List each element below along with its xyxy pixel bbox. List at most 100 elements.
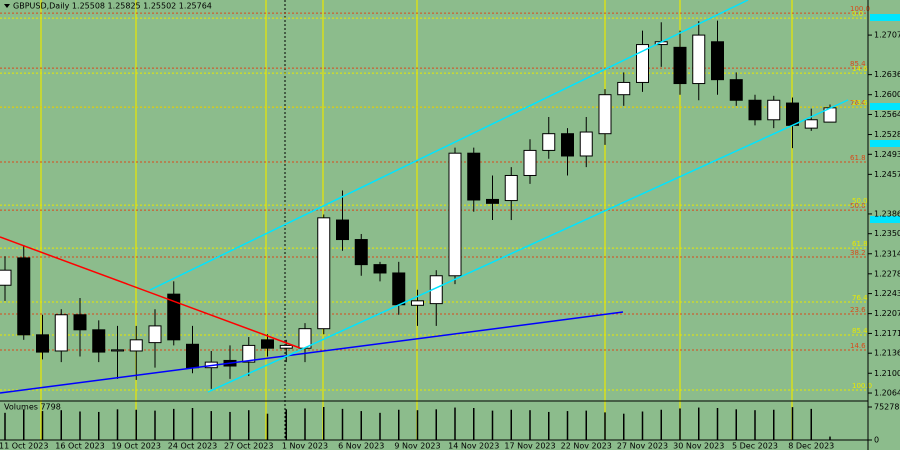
x-tick-label: 6 Nov 2023 xyxy=(338,442,384,450)
y-tick-label: 1.27070 xyxy=(874,31,900,40)
candle-body xyxy=(186,343,199,369)
candle-body xyxy=(561,133,574,157)
fib-level-label: 50.0 xyxy=(852,197,868,205)
candle-body xyxy=(467,152,481,201)
level-box xyxy=(870,103,900,110)
fib-level-label: 50.0 xyxy=(850,202,866,210)
title-icon xyxy=(4,4,10,8)
x-tick-label: 17 Nov 2023 xyxy=(504,442,555,450)
x-tick-label: 30 Nov 2023 xyxy=(673,442,724,450)
y-tick-label: 1.22785 xyxy=(874,269,900,278)
y-tick-label: 1.25645 xyxy=(874,110,900,119)
fib-level-label: 76.4 xyxy=(852,294,868,302)
candle-body xyxy=(167,293,181,341)
y-tick-label: 1.21000 xyxy=(874,369,900,378)
y-tick-label: 1.24570 xyxy=(874,170,900,179)
candle-body xyxy=(486,198,499,204)
fib-level-label: 23.6 xyxy=(850,306,866,314)
candle-body xyxy=(92,329,106,353)
x-tick-label: 9 Nov 2023 xyxy=(394,442,440,450)
candle-body xyxy=(242,344,256,363)
candle-body xyxy=(598,94,612,135)
candle-body xyxy=(448,152,462,277)
level-box xyxy=(870,216,900,223)
x-tick-label: 14 Nov 2023 xyxy=(448,442,499,450)
candle-body xyxy=(129,339,143,352)
fib-level-label: 14.6 xyxy=(850,342,866,350)
chart-title: GBPUSD,Daily 1.25508 1.25825 1.25502 1.2… xyxy=(13,2,212,11)
x-tick-label: 27 Oct 2023 xyxy=(224,442,273,450)
x-tick-label: 5 Dec 2023 xyxy=(732,442,778,450)
x-tick-label: 19 Oct 2023 xyxy=(112,442,161,450)
candle-body xyxy=(542,133,556,151)
candle-body xyxy=(523,149,537,176)
candle-body xyxy=(54,314,68,352)
y-tick-label: 1.22430 xyxy=(874,289,900,298)
red-trend-line xyxy=(0,236,301,349)
candle-body xyxy=(111,349,124,352)
y-tick-label: 1.23505 xyxy=(874,229,900,238)
fib-level-label: 23.6 xyxy=(852,99,868,107)
candle-body xyxy=(0,269,12,286)
fib-level-label: 38.2 xyxy=(850,249,866,257)
volume-title: Volumes 7798 xyxy=(4,403,61,412)
candle-body xyxy=(279,344,293,349)
y-tick-label: 1.25285 xyxy=(874,130,900,139)
candle-body xyxy=(579,131,593,157)
fib-level-label: 85.4 xyxy=(850,60,866,68)
candle-body xyxy=(804,119,818,129)
candle-body xyxy=(786,102,799,126)
y-tick-label: 1.21715 xyxy=(874,329,900,338)
fib-level-label: 76.4 xyxy=(850,99,866,107)
candle-body xyxy=(261,339,274,349)
candle-body xyxy=(73,314,87,331)
x-tick-label: 24 Oct 2023 xyxy=(168,442,217,450)
fib-level-label: 100.0 xyxy=(850,5,870,13)
x-tick-label: 8 Dec 2023 xyxy=(788,442,834,450)
candle-body xyxy=(767,99,781,121)
candle-body xyxy=(617,81,631,96)
blue-trend-line xyxy=(0,311,624,394)
x-tick-label: 16 Oct 2023 xyxy=(55,442,104,450)
candle-body xyxy=(317,217,331,330)
fib-level-label: 100.0 xyxy=(852,382,872,390)
candle-body xyxy=(504,174,518,202)
candle-body xyxy=(729,79,743,101)
x-tick-label: 1 Nov 2023 xyxy=(282,442,328,450)
candle-body xyxy=(336,219,349,241)
y-tick-label: 1.23860 xyxy=(874,209,900,218)
candle-body xyxy=(692,34,706,85)
x-tick-label: 22 Nov 2023 xyxy=(561,442,612,450)
fib-level-label: 14.6 xyxy=(852,65,868,73)
y-tick-label: 1.22070 xyxy=(874,309,900,318)
x-tick-label: 11 Oct 2023 xyxy=(0,442,48,450)
volume-tick-label: 75278 xyxy=(874,403,899,412)
y-tick-label: 1.26360 xyxy=(874,70,900,79)
fib-level-label: 0.0 xyxy=(852,10,863,18)
candle-body xyxy=(36,334,49,353)
y-tick-label: 1.26000 xyxy=(874,90,900,99)
candle-body xyxy=(148,325,162,344)
candle-body xyxy=(673,46,687,85)
volume-tick-label: 0 xyxy=(874,436,879,445)
cyan-channel-lower xyxy=(207,99,849,393)
candle-body xyxy=(392,272,406,306)
candle-body xyxy=(354,239,368,266)
y-tick-label: 1.24930 xyxy=(874,150,900,159)
candle-body xyxy=(711,41,724,81)
candle-body xyxy=(636,44,649,83)
fib-level-label: 85.4 xyxy=(852,327,868,335)
fib-level-label: 61.8 xyxy=(852,240,868,248)
candle-body xyxy=(373,264,387,274)
y-tick-label: 1.23145 xyxy=(874,249,900,258)
candle-body xyxy=(17,257,31,336)
candle-body xyxy=(748,99,762,121)
level-box xyxy=(870,140,900,147)
cyan-channel-upper xyxy=(149,0,749,291)
fib-level-label: 61.8 xyxy=(850,154,866,162)
candle-body xyxy=(429,275,443,305)
y-tick-label: 1.21360 xyxy=(874,349,900,358)
x-tick-label: 27 Nov 2023 xyxy=(617,442,668,450)
